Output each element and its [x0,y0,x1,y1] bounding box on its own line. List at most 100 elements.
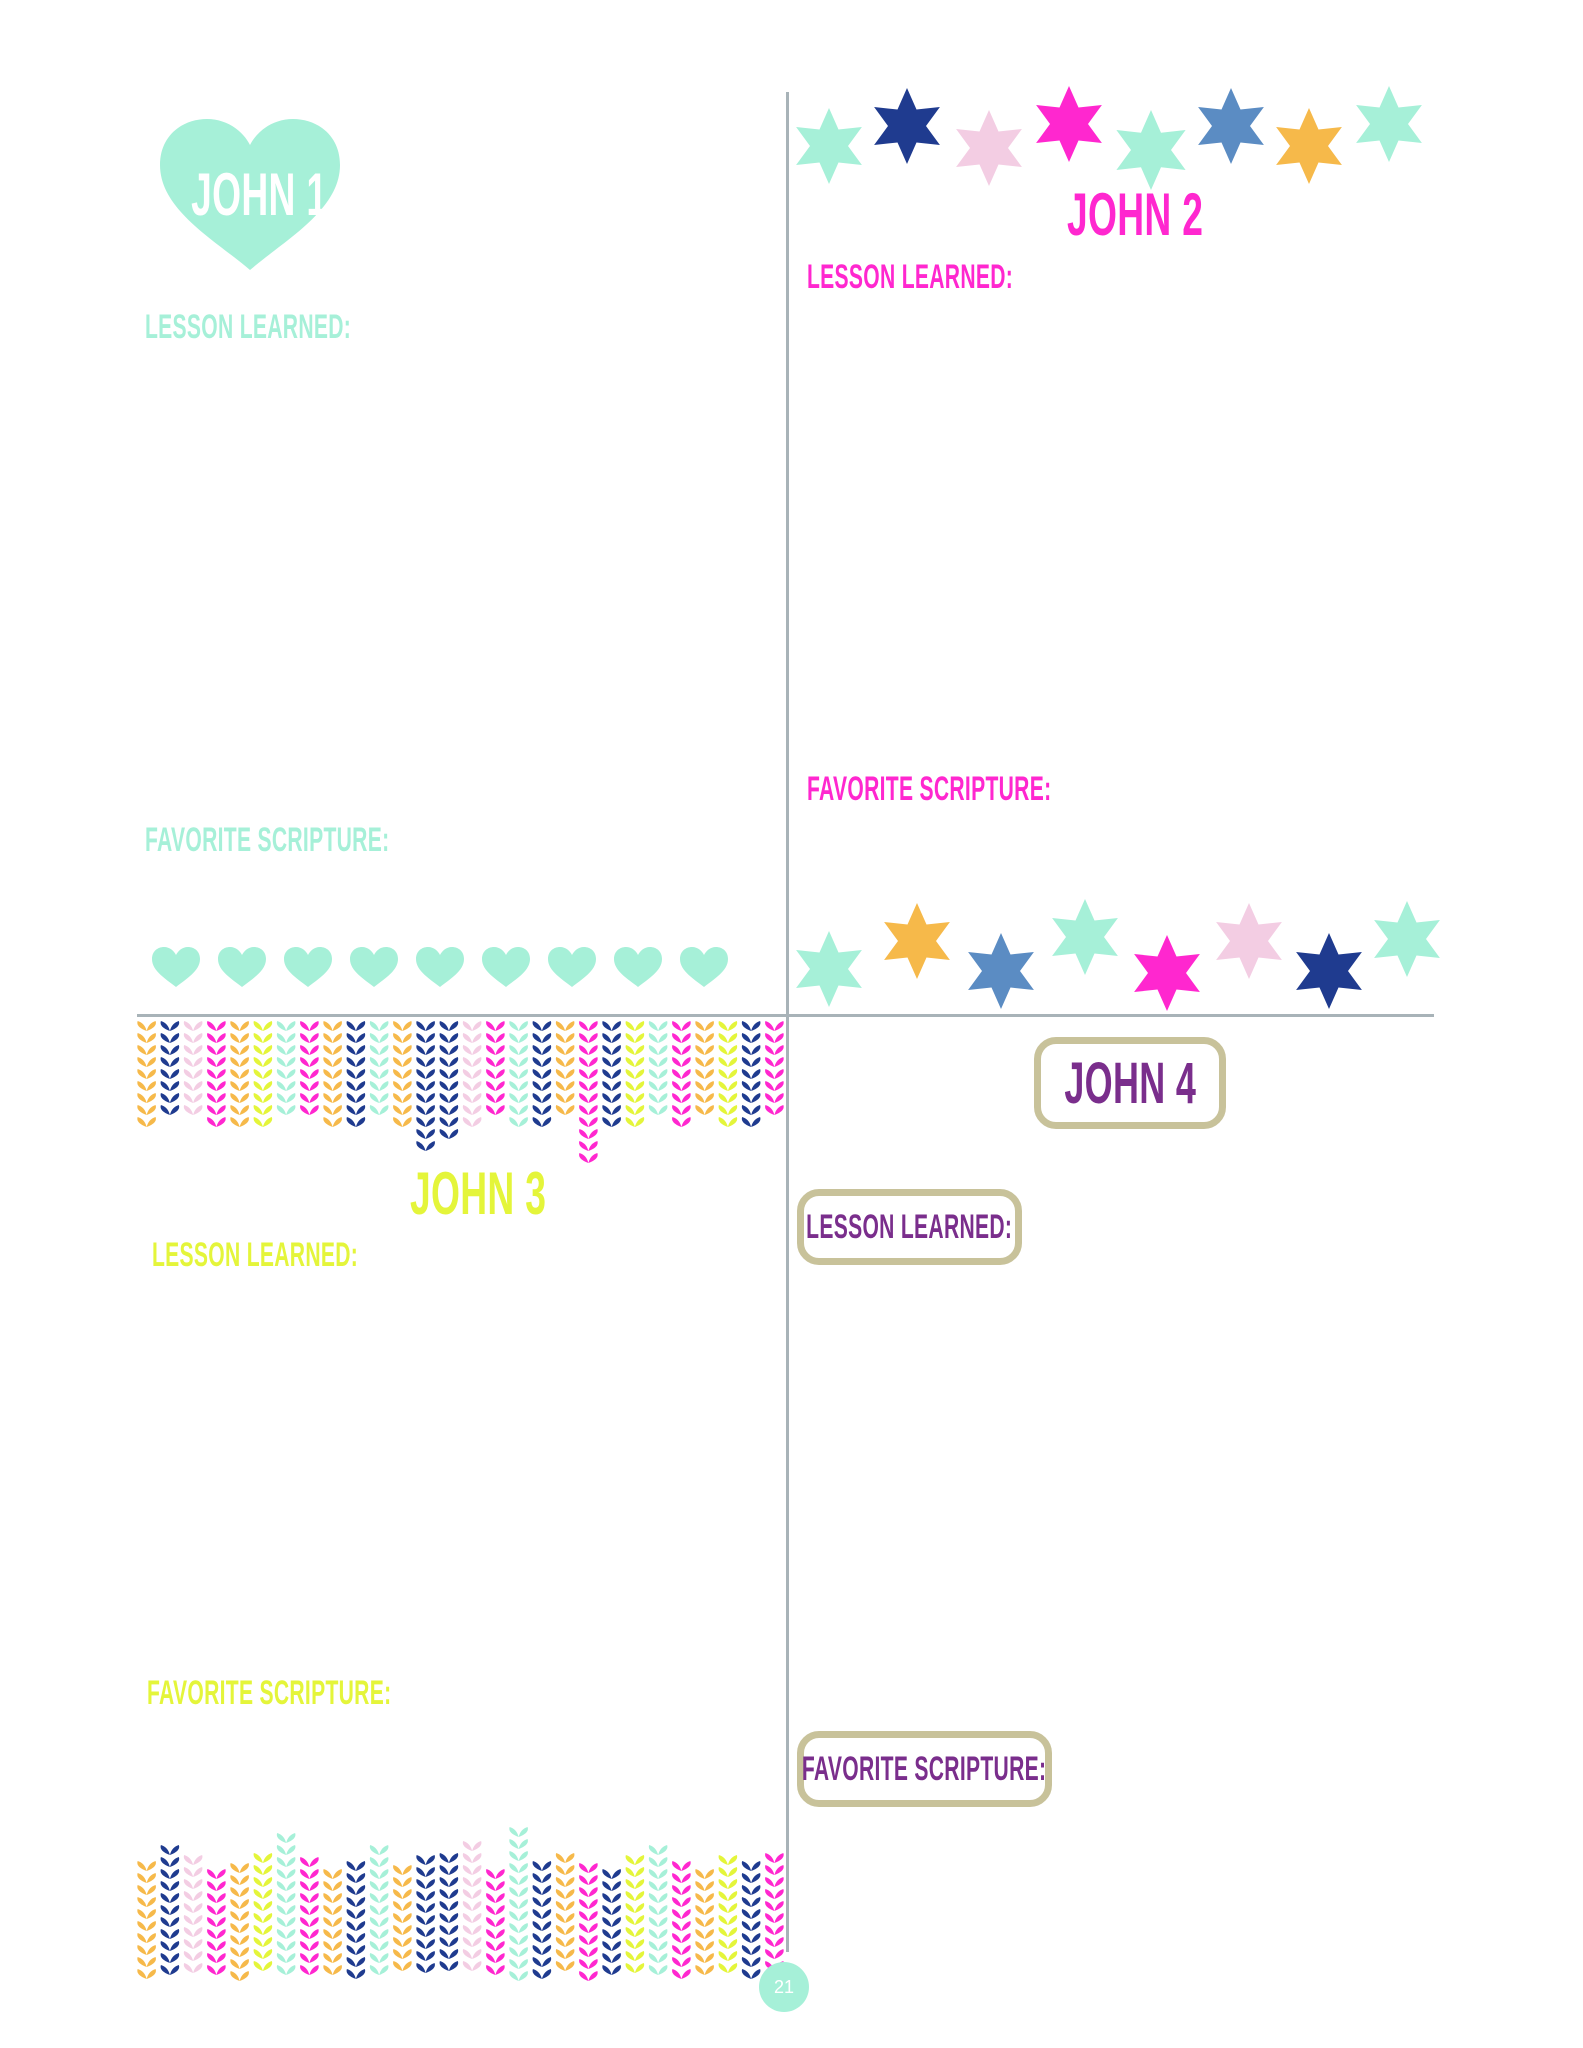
leaf-braid-icon [439,1853,459,1971]
heart-icon [350,947,398,987]
leaf-braid-icon [695,1021,714,1115]
john4-scripture-label: FAVORITE SCRIPTURE: [802,1749,1047,1788]
leaf-braid-icon [555,1021,575,1115]
heart-icon [548,947,596,987]
leaf-braid-icon [346,1861,366,1979]
star-icon [874,88,940,164]
john3-braid-top-border [137,1021,784,1163]
john1-heart-badge-icon [160,119,340,270]
john3-section: JOHN 3 LESSON LEARNED: FAVORITE SCRIPTUR… [0,1017,786,1981]
leaf-braid-icon [648,1845,668,1975]
leaf-braid-icon [276,1833,296,1975]
leaf-braid-icon [230,1863,249,1981]
star-icon [1374,901,1440,977]
john2-stars-top-border [796,86,1422,190]
leaf-braid-icon [160,1845,180,1975]
john2-lesson-label: LESSON LEARNED: [807,258,1014,296]
star-icon [1198,88,1264,164]
john1-hearts-border [152,947,728,987]
star-icon [884,903,950,979]
leaf-braid-icon [369,1845,389,1975]
star-icon [1036,86,1102,162]
john3-lesson-label: LESSON LEARNED: [152,1236,359,1274]
star-icon [968,933,1034,1009]
leaf-braid-icon [300,1021,319,1115]
john1-title: JOHN 1 [191,161,328,228]
leaf-braid-icon [462,1841,482,1971]
john1-lesson-label: LESSON LEARNED: [145,308,352,346]
john4-lesson-badge: LESSON LEARNED: [797,1189,1022,1265]
leaf-braid-icon [579,1021,598,1163]
leaf-braid-icon [462,1021,482,1127]
john4-lesson-label: LESSON LEARNED: [806,1207,1013,1246]
vertical-divider [786,92,789,1952]
leaf-braid-icon [672,1861,691,1979]
leaf-braid-icon [393,1865,412,1971]
john3-braid-bottom-border [137,1827,784,1981]
john2-title: JOHN 2 [1067,181,1204,248]
leaf-braid-icon [183,1855,203,1973]
leaf-braid-icon [602,1021,621,1127]
leaf-braid-icon [416,1021,435,1151]
page-number: 21 [773,1976,795,1997]
star-icon [956,110,1022,186]
star-icon [1116,110,1186,190]
john3-title: JOHN 3 [410,1160,547,1227]
leaf-braid-icon [579,1863,598,1981]
star-icon [1052,899,1118,975]
star-icon [1296,933,1362,1009]
leaf-braid-icon [230,1021,249,1127]
leaf-braid-icon [741,1021,761,1127]
leaf-braid-icon [509,1827,528,1981]
leaf-braid-icon [718,1855,738,1973]
leaf-braid-icon [323,1021,342,1127]
heart-icon [416,947,464,987]
leaf-braid-icon [625,1021,645,1127]
leaf-braid-icon [369,1021,389,1115]
leaf-braid-icon [532,1021,552,1127]
leaf-braid-icon [253,1021,273,1127]
leaf-braid-icon [207,1021,226,1127]
leaf-braid-icon [672,1021,691,1127]
star-icon [796,108,862,184]
john1-section: JOHN 1 LESSON LEARNED: FAVORITE SCRIPTUR… [0,0,786,1014]
heart-icon [218,947,266,987]
john1-scripture-label: FAVORITE SCRIPTURE: [145,821,390,859]
page-number-badge: 21 [759,1962,809,2012]
heart-icon [482,947,530,987]
heart-icon [284,947,332,987]
john2-stars-bottom-border [796,899,1440,1011]
leaf-braid-icon [532,1861,552,1979]
leaf-braid-icon [323,1869,342,1975]
leaf-braid-icon [765,1853,784,1971]
star-icon [1276,108,1342,184]
leaf-braid-icon [509,1021,528,1127]
john4-title: JOHN 4 [1064,1050,1196,1116]
leaf-braid-icon [718,1021,738,1127]
john4-scripture-badge: FAVORITE SCRIPTURE: [797,1731,1052,1807]
heart-icon [152,947,200,987]
leaf-braid-icon [416,1855,435,1973]
leaf-braid-icon [346,1021,366,1127]
leaf-braid-icon [137,1861,156,1979]
john2-scripture-label: FAVORITE SCRIPTURE: [807,770,1052,808]
leaf-braid-icon [648,1021,668,1115]
leaf-braid-icon [486,1869,505,1975]
horizontal-divider [137,1014,1434,1017]
leaf-braid-icon [183,1021,203,1115]
john2-section: JOHN 2 LESSON LEARNED: FAVORITE SCRIPTUR… [789,0,1440,1014]
star-icon [1134,935,1200,1011]
leaf-braid-icon [555,1853,575,1971]
leaf-braid-icon [276,1021,296,1115]
leaf-braid-icon [253,1853,273,1971]
leaf-braid-icon [300,1857,319,1975]
leaf-braid-icon [765,1021,784,1115]
leaf-braid-icon [625,1855,645,1973]
leaf-braid-icon [695,1869,714,1975]
leaf-braid-icon [439,1021,459,1139]
john4-title-badge: JOHN 4 [1034,1037,1226,1129]
leaf-braid-icon [486,1021,505,1115]
leaf-braid-icon [602,1869,621,1975]
leaf-braid-icon [741,1861,761,1979]
star-icon [796,931,862,1007]
